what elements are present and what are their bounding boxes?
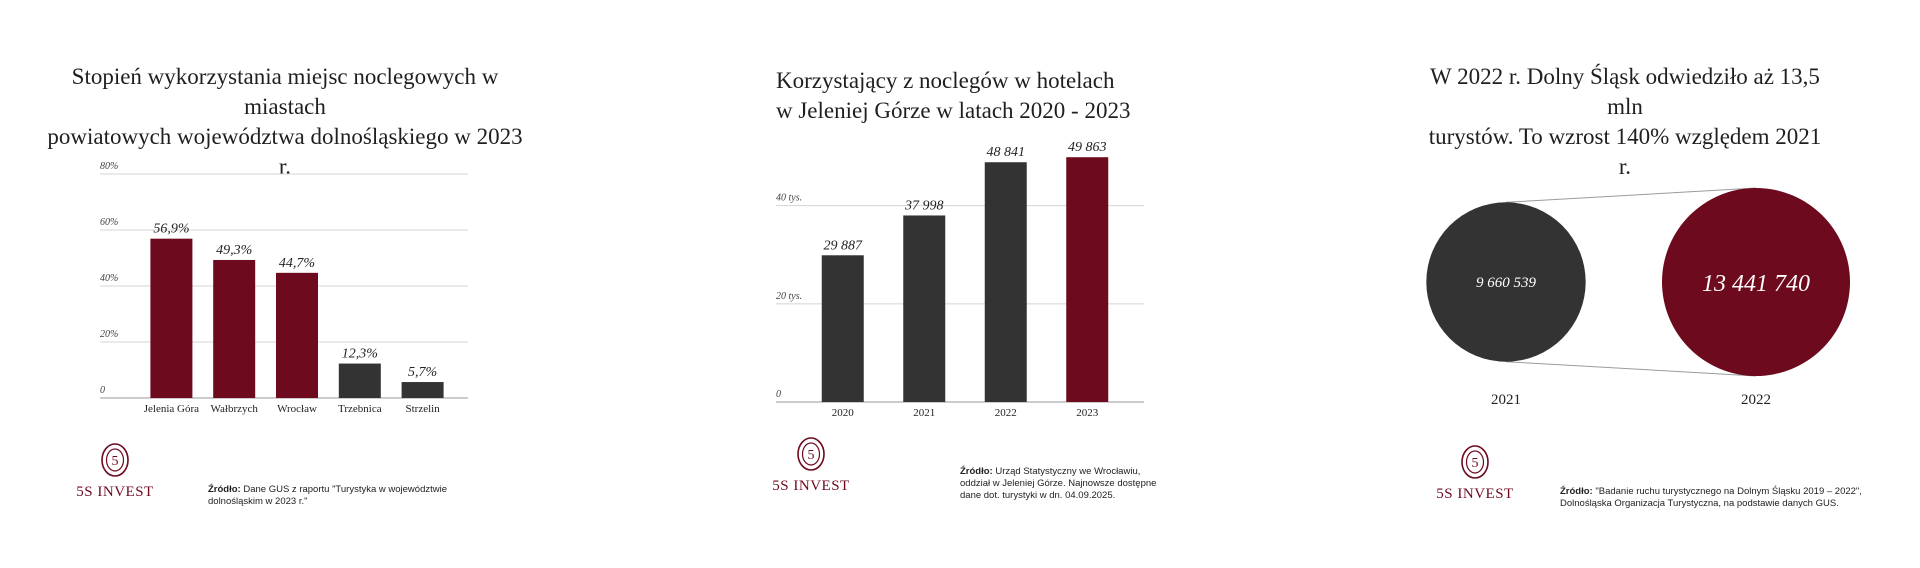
logo-icon: 5 [101,443,129,477]
panel-hotel-guests-chart: Korzystający z noclegów w hotelach w Jel… [640,0,1280,568]
data-label: 12,3% [342,347,378,362]
chart-1-title-line-1: Stopień wykorzystania miejsc noclegowych… [71,64,499,119]
logo-text: 5S INVEST [76,484,154,500]
bar [903,215,946,402]
chart-2-title-line-2: w Jeleniej Górze w latach 2020 - 2023 [776,98,1131,123]
source-text-line-2: oddział w Jeleniej Górze. Najnowsze dost… [960,478,1157,489]
bar [338,363,381,398]
chart-3-svg: 9 660 539 2021 13 441 740 2022 [1426,187,1850,408]
chart-3-title: W 2022 r. Dolny Śląsk odwiedziło aż 13,5… [1420,62,1830,182]
logo-icon: 5 [797,437,825,471]
x-tick-label: 2020 [832,407,855,419]
source-label: Źródło: [1560,486,1593,497]
y-tick-label: 20 tys. [776,291,802,302]
data-label: 44,7% [279,256,315,271]
chart-2-svg: 0 20 tys. 40 tys. 29 887 2020 37 998 2021 48 84… [776,140,1144,419]
y-tick-label: 20% [100,329,118,340]
bubble [1662,188,1850,376]
x-tick-label: 2022 [995,407,1017,419]
x-tick-label: Jelenia Góra [144,403,199,415]
logo-icon: 5 [1461,445,1489,479]
bubble-category-label: 2022 [1741,392,1771,408]
y-tick-label: 0 [776,389,781,400]
bar [401,382,444,398]
svg-text:5: 5 [112,454,119,469]
chart-1-title-line-2: powiatowych województwa dolnośląskiego w… [47,124,523,179]
chart-1-source: Źródło: Dane GUS z raportu "Turystyka w … [208,484,498,508]
brand-logo-2: 5 5S INVEST [766,436,856,495]
y-tick-label: 0 [100,385,105,396]
source-text-line-1: Urząd Statystyczny we Wrocławiu, [995,466,1141,477]
x-tick-label: Trzebnica [338,403,382,415]
source-label: Źródło: [208,484,241,495]
svg-text:5: 5 [1472,456,1479,471]
x-tick-label: Wrocław [277,403,317,415]
y-tick-label: 40 tys. [776,193,802,204]
bar [150,238,193,398]
data-label: 49,3% [216,243,252,258]
x-tick-label: Wałbrzych [211,403,259,415]
connector-line-top [1505,187,1757,203]
bubble-value-label: 13 441 740 [1702,271,1810,297]
bubble-category-label: 2021 [1491,392,1521,408]
y-tick-label: 60% [100,217,118,228]
chart-3-source: Źródło: "Badanie ruchu turystycznego na … [1560,486,1880,510]
data-label: 29 887 [824,238,864,253]
chart-2-title-line-1: Korzystający z noclegów w hotelach [776,68,1115,93]
source-text: Dane GUS z raportu "Turystyka w wojewódz… [208,484,448,507]
x-tick-label: Strzelin [405,403,440,415]
source-text-line-2: Dolnośląska Organizacja Turystyczna, na … [1560,498,1839,509]
source-label: Źródło: [960,466,993,477]
bar [276,272,318,398]
y-tick-label: 40% [100,273,118,284]
bar [213,259,256,398]
chart-1-svg: 0 20% 40% 60% 80% 56,9% Jelenia Góra 49,3% Wałbr… [100,161,468,415]
panel-occupancy-chart: Stopień wykorzystania miejsc noclegowych… [0,0,600,568]
chart-3-title-line-1: W 2022 r. Dolny Śląsk odwiedziło aż 13,5… [1430,64,1820,119]
data-label: 56,9% [153,222,189,237]
data-label: 49 863 [1068,140,1107,155]
chart-1-title: Stopień wykorzystania miejsc noclegowych… [40,62,530,182]
source-text-line-1: "Badanie ruchu turystycznego na Dolnym Ś… [1595,486,1862,497]
panel-tourists-bubbles: W 2022 r. Dolny Śląsk odwiedziło aż 13,5… [1360,0,1920,568]
data-label: 5,7% [408,365,437,380]
data-label: 37 998 [904,198,944,213]
bar [821,255,864,402]
chart-2-source: Źródło: Urząd Statystyczny we Wrocławiu,… [960,466,1180,502]
brand-logo-3: 5 5S INVEST [1430,444,1520,503]
logo-text: 5S INVEST [1436,486,1514,502]
bubble-value-label: 9 660 539 [1476,275,1537,291]
chart-2-title: Korzystający z noclegów w hotelach w Jel… [776,66,1176,126]
svg-text:5: 5 [808,448,815,463]
x-tick-label: 2023 [1076,407,1099,419]
x-tick-label: 2021 [913,407,935,419]
data-label: 48 841 [987,145,1026,160]
logo-text: 5S INVEST [772,478,850,494]
chart-3-title-line-2: turystów. To wzrost 140% względem 2021 r… [1428,124,1822,179]
y-tick-label: 80% [100,161,118,172]
bar [1066,157,1109,402]
source-text-line-3: dane dot. turystyki w dn. 04.09.2025. [960,490,1116,501]
bar [984,162,1027,402]
brand-logo-1: 5 5S INVEST [70,442,160,501]
bubble [1426,202,1586,362]
connector-line-bottom [1505,361,1757,377]
